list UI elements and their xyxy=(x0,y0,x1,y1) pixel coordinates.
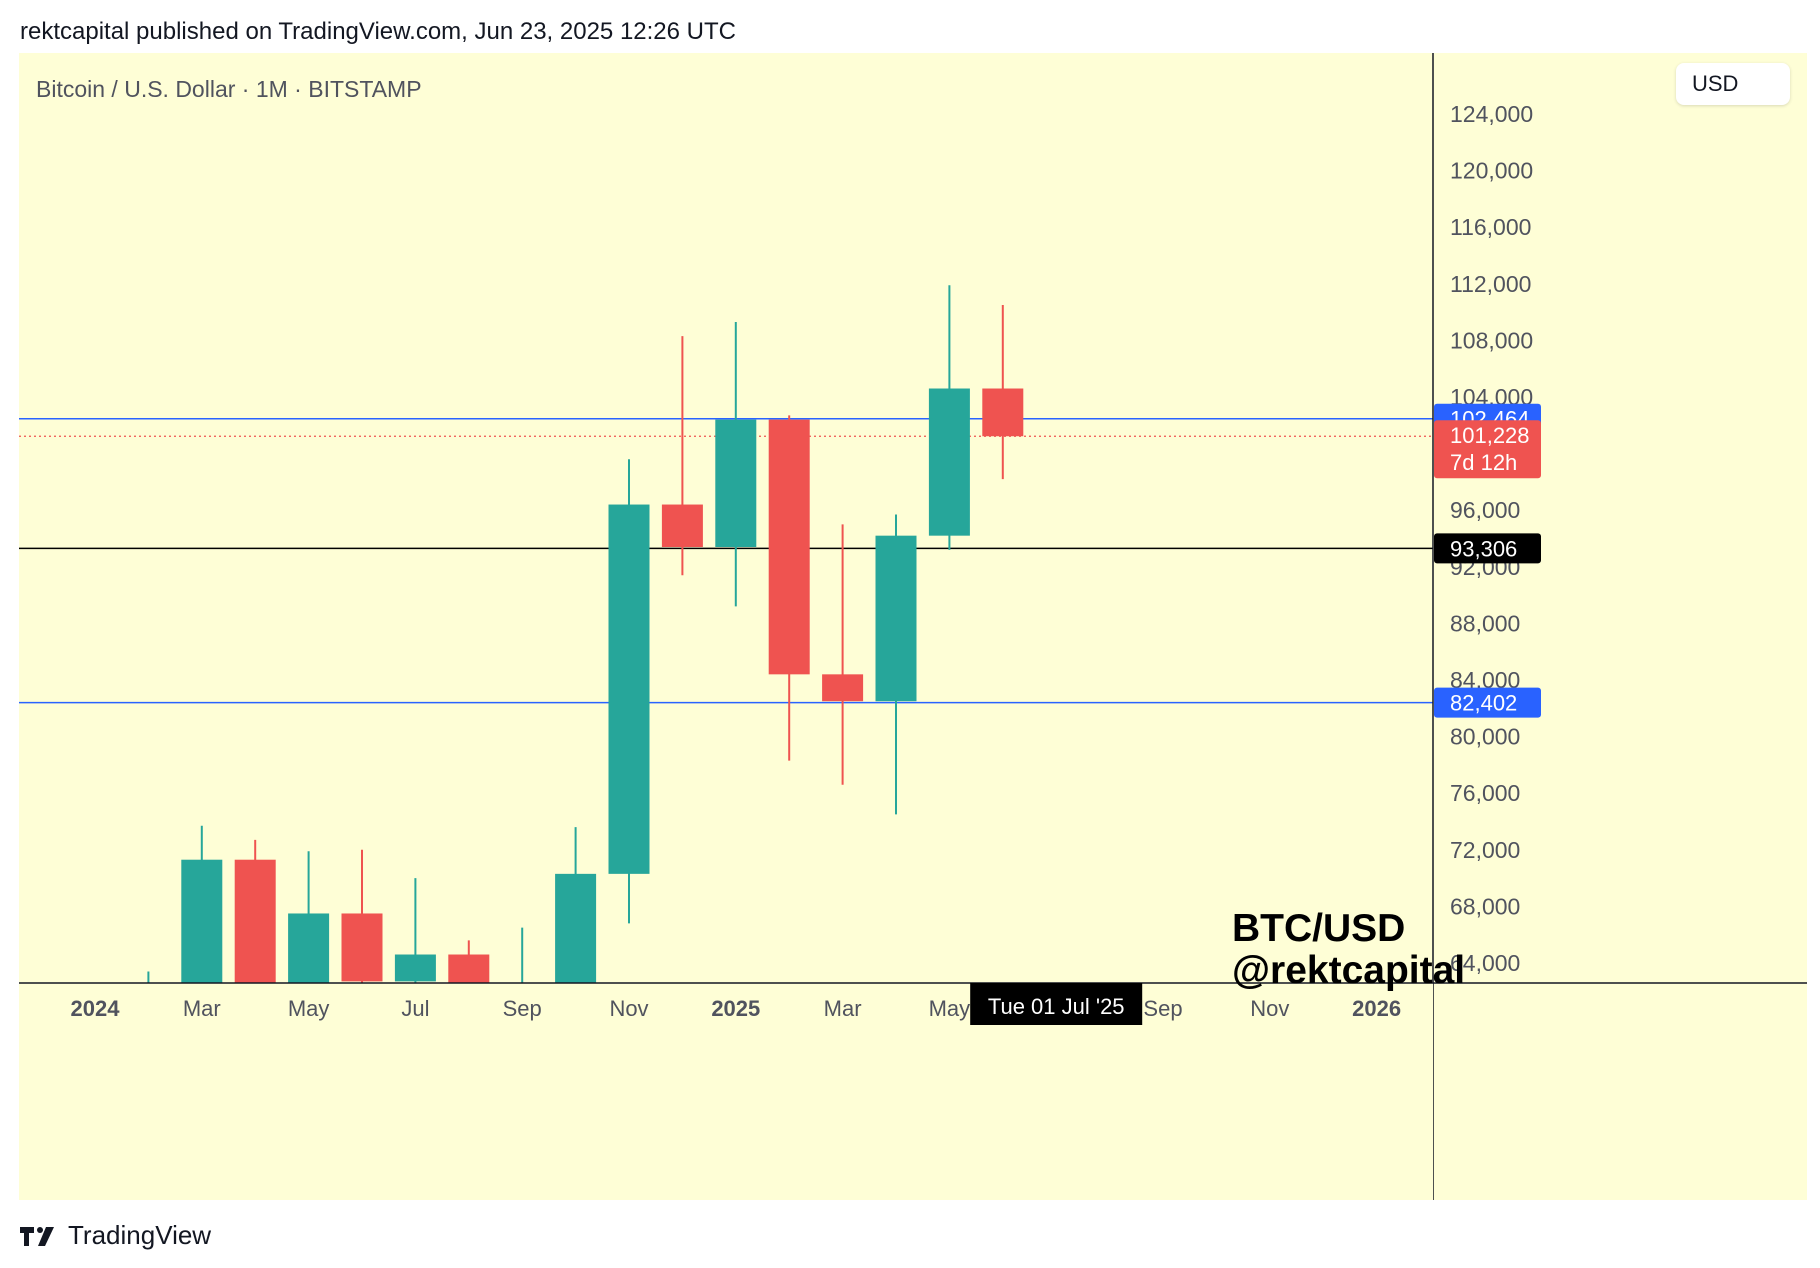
watermark-pair: BTC/USD xyxy=(1232,907,1406,950)
tradingview-logo-icon[interactable] xyxy=(20,1225,60,1247)
price-tick-label: 80,000 xyxy=(1450,724,1520,750)
price-label-text-1: 93,306 xyxy=(1450,536,1517,561)
time-axis: 2024 Mar May Jul Sep Nov 2025 Mar May Sep Nov 2026 T… xyxy=(19,982,1807,1200)
footer: TradingView xyxy=(20,1220,211,1251)
price-tick-label: 64,000 xyxy=(1450,950,1520,976)
time-tick-label: 2026 xyxy=(1352,996,1401,1021)
time-tick-label: 2025 xyxy=(711,996,760,1021)
time-tick-label: Nov xyxy=(609,996,648,1021)
candle-body-12 xyxy=(768,419,810,675)
price-label-text-2: 82,402 xyxy=(1450,691,1517,716)
price-label-box-2 xyxy=(1434,687,1541,718)
candle-body-13 xyxy=(822,674,864,702)
price-tick-label: 112,000 xyxy=(1450,271,1531,297)
time-tick-label: 2024 xyxy=(71,996,121,1021)
candle-body-1 xyxy=(181,859,223,1004)
crosshair-date-label: Tue 01 Jul '25 xyxy=(988,994,1125,1019)
symbol-title: Bitcoin / U.S. Dollar · 1M · BITSTAMP xyxy=(36,76,422,102)
candle-body-10 xyxy=(661,504,703,547)
price-axis-background xyxy=(1433,53,1807,1200)
price-label-box-1 xyxy=(1434,533,1541,564)
price-tick-label: 76,000 xyxy=(1450,780,1520,806)
time-tick-label: Mar xyxy=(824,996,862,1021)
price-tick-label: 120,000 xyxy=(1450,158,1533,184)
publish-header: rektcapital published on TradingView.com… xyxy=(20,18,736,45)
price-tick-label: 124,000 xyxy=(1450,101,1533,127)
time-tick-label: Mar xyxy=(183,996,221,1021)
price-tick-label: 96,000 xyxy=(1450,497,1520,523)
price-tick-label: 88,000 xyxy=(1450,610,1520,636)
chart-panel[interactable]: 64,000 68,000 72,000 76,000 80,000 84,000 88,0… xyxy=(19,53,1807,1200)
candle-body-11 xyxy=(715,419,757,547)
price-tick-label: 116,000 xyxy=(1450,214,1531,240)
price-label-countdown: 7d 12h xyxy=(1450,450,1517,475)
price-axis: 64,00068,00072,00076,00080,00084,00088,0… xyxy=(1432,53,1807,1200)
candlestick-chart[interactable]: 64,00068,00072,00076,00080,00084,00088,0… xyxy=(19,53,1807,1200)
time-tick-label: Sep xyxy=(503,996,542,1021)
time-axis-background xyxy=(19,983,1433,1200)
watermark-handle: @rektcapital xyxy=(1232,949,1466,992)
candle-body-16 xyxy=(982,388,1024,437)
price-tick-label: 72,000 xyxy=(1450,837,1520,863)
candle-body-14 xyxy=(875,535,917,702)
candle-body-8 xyxy=(555,873,597,988)
time-tick-label: May xyxy=(288,996,330,1021)
watermark-text: BTC/USD @rektcapital xyxy=(1232,908,1465,992)
time-tick-label: May xyxy=(929,996,971,1021)
crosshair-date-box xyxy=(970,983,1143,1025)
time-tick-label: Nov xyxy=(1250,996,1289,1021)
time-tick-label: Jul xyxy=(401,996,429,1021)
candle-body-5 xyxy=(394,954,436,982)
price-label-text-3: 101,228 xyxy=(1450,423,1530,448)
footer-brand[interactable]: TradingView xyxy=(68,1220,212,1250)
price-tick-label: 68,000 xyxy=(1450,893,1520,919)
price-label-box-3 xyxy=(1434,420,1541,479)
currency-button[interactable]: USD xyxy=(1676,63,1790,105)
price-tick-label: 108,000 xyxy=(1450,327,1533,353)
candle-body-9 xyxy=(608,504,650,874)
candle-body-4 xyxy=(341,913,383,982)
time-tick-label: Sep xyxy=(1143,996,1182,1021)
candle-body-15 xyxy=(928,388,970,536)
